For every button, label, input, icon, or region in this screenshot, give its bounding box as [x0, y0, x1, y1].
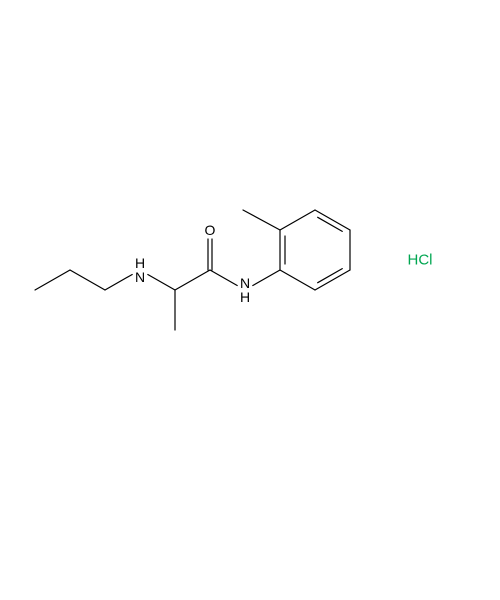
- hcl-label: HCl: [408, 252, 433, 269]
- chemical-structure-diagram: HNONHHCl: [0, 0, 500, 600]
- atom-label: H: [240, 289, 250, 305]
- atom-label: O: [205, 222, 216, 238]
- atom-label: N: [135, 269, 145, 285]
